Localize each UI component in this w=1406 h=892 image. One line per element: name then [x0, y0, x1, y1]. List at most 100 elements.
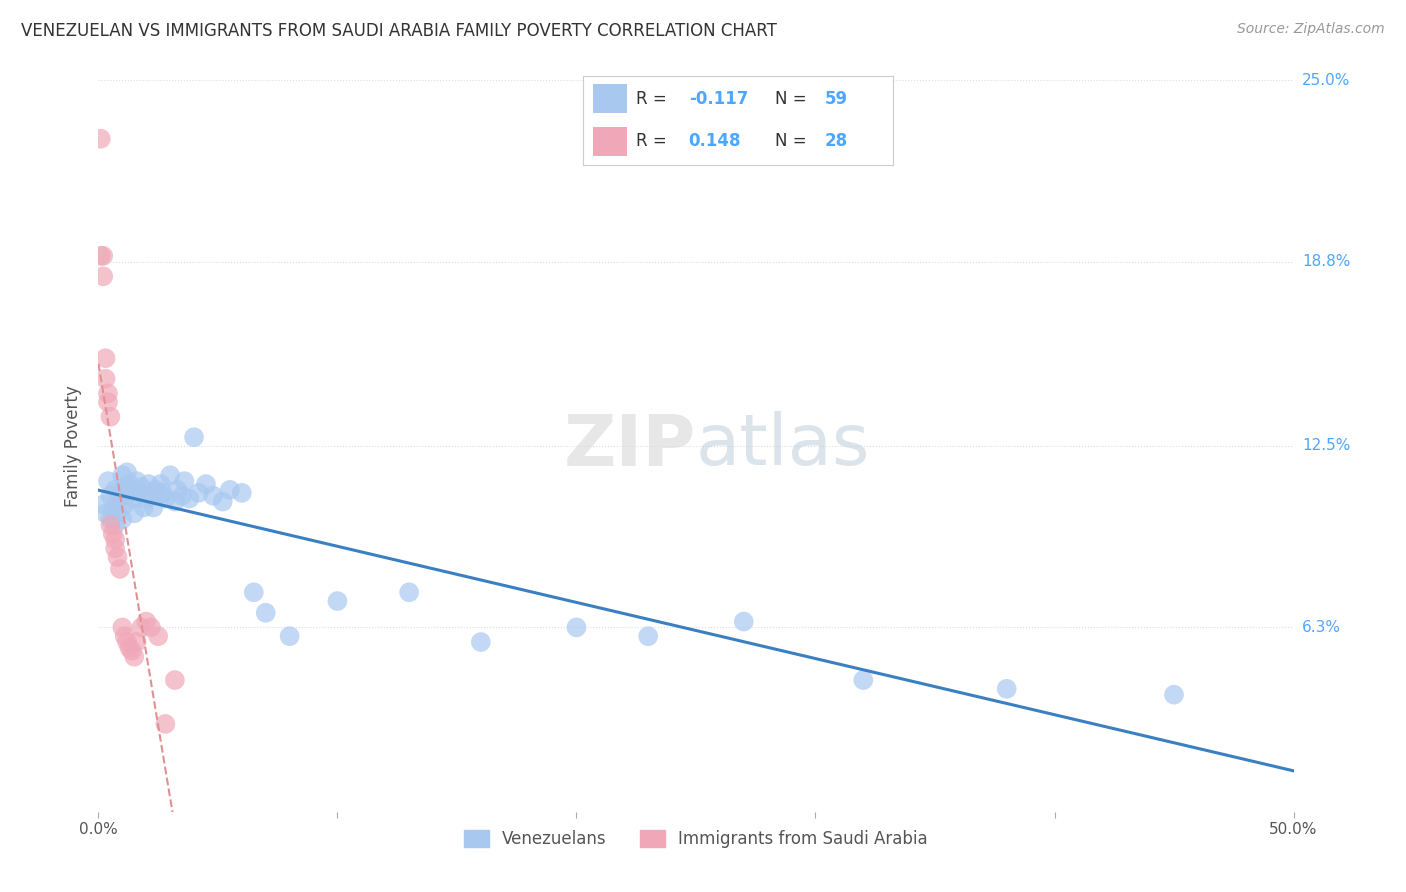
Point: [108, 489, 131, 503]
Point: [94, 351, 117, 366]
Point: [97, 474, 120, 488]
Bar: [593, 84, 627, 113]
Point: [118, 477, 141, 491]
Point: [219, 483, 242, 497]
Text: N =: N =: [775, 132, 807, 151]
Point: [90, 249, 112, 263]
Point: [101, 526, 124, 541]
Point: [145, 483, 167, 497]
Text: -0.117: -0.117: [689, 89, 748, 108]
Text: 0.148: 0.148: [689, 132, 741, 151]
Point: [97, 395, 120, 409]
Point: [97, 386, 120, 401]
Text: atlas: atlas: [696, 411, 870, 481]
Point: [125, 635, 148, 649]
Point: [121, 644, 143, 658]
Point: [128, 485, 150, 500]
Text: 18.8%: 18.8%: [1302, 254, 1350, 269]
Point: [152, 485, 174, 500]
Point: [172, 489, 194, 503]
Point: [398, 585, 420, 599]
Point: [101, 503, 124, 517]
Point: [124, 506, 146, 520]
Y-axis label: Family Poverty: Family Poverty: [65, 385, 83, 507]
Point: [852, 673, 875, 687]
Point: [114, 498, 136, 512]
Point: [115, 489, 138, 503]
Point: [149, 477, 172, 491]
Point: [118, 640, 141, 655]
Point: [111, 620, 134, 634]
Text: 6.3%: 6.3%: [1302, 620, 1341, 635]
Point: [565, 620, 588, 634]
Point: [135, 491, 157, 506]
Point: [187, 485, 209, 500]
Point: [98, 409, 122, 424]
Point: [179, 491, 201, 506]
Point: [211, 494, 233, 508]
Point: [131, 480, 153, 494]
Text: 25.0%: 25.0%: [1302, 73, 1350, 87]
Text: R =: R =: [636, 132, 666, 151]
Point: [254, 606, 277, 620]
Point: [278, 629, 301, 643]
Point: [155, 491, 177, 506]
Point: [132, 500, 155, 515]
Point: [104, 533, 127, 547]
Point: [91, 269, 114, 284]
Point: [131, 620, 153, 634]
Point: [124, 649, 146, 664]
Point: [231, 485, 253, 500]
Point: [1163, 688, 1185, 702]
Point: [142, 500, 165, 515]
Point: [90, 132, 112, 146]
Point: [155, 717, 177, 731]
Point: [995, 681, 1018, 696]
Point: [138, 477, 160, 491]
Point: [139, 489, 162, 503]
Text: N =: N =: [775, 89, 807, 108]
Text: VENEZUELAN VS IMMIGRANTS FROM SAUDI ARABIA FAMILY POVERTY CORRELATION CHART: VENEZUELAN VS IMMIGRANTS FROM SAUDI ARAB…: [21, 22, 778, 40]
Point: [107, 506, 129, 520]
Point: [107, 498, 129, 512]
Point: [91, 498, 114, 512]
Point: [114, 629, 136, 643]
Legend: Venezuelans, Immigrants from Saudi Arabia: Venezuelans, Immigrants from Saudi Arabi…: [457, 823, 935, 855]
Text: 12.5%: 12.5%: [1302, 439, 1350, 453]
Point: [98, 518, 122, 533]
Point: [104, 483, 127, 497]
Point: [148, 629, 170, 643]
Point: [111, 468, 134, 483]
Point: [104, 541, 127, 556]
Point: [173, 474, 195, 488]
Text: 59: 59: [825, 89, 848, 108]
Point: [166, 483, 188, 497]
Point: [139, 620, 162, 634]
Point: [98, 489, 122, 503]
Point: [114, 480, 136, 494]
Point: [115, 635, 138, 649]
Point: [124, 491, 146, 506]
Point: [98, 512, 122, 526]
Text: R =: R =: [636, 89, 666, 108]
Point: [163, 673, 186, 687]
Point: [91, 249, 114, 263]
Point: [159, 468, 181, 483]
Point: [108, 562, 131, 576]
Point: [183, 430, 205, 444]
Point: [115, 466, 138, 480]
Point: [163, 494, 186, 508]
Point: [733, 615, 755, 629]
Point: [94, 372, 117, 386]
Text: 28: 28: [825, 132, 848, 151]
Point: [111, 512, 134, 526]
Point: [104, 518, 127, 533]
Point: [195, 477, 218, 491]
Point: [637, 629, 659, 643]
Point: [148, 489, 170, 503]
Point: [470, 635, 492, 649]
Point: [94, 506, 117, 520]
Point: [202, 489, 225, 503]
Text: ZIP: ZIP: [564, 411, 696, 481]
Point: [326, 594, 349, 608]
